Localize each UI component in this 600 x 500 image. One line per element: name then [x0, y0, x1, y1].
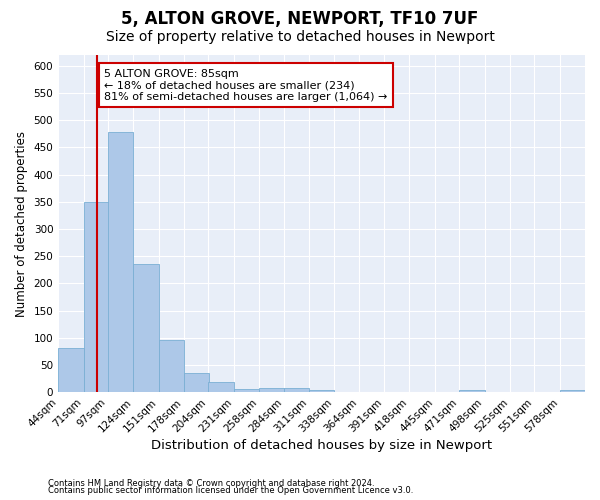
Bar: [208, 382, 234, 392]
Bar: [309, 390, 334, 392]
Y-axis label: Number of detached properties: Number of detached properties: [15, 130, 28, 316]
Text: Contains public sector information licensed under the Open Government Licence v3: Contains public sector information licen…: [48, 486, 413, 495]
Bar: [133, 264, 158, 392]
X-axis label: Distribution of detached houses by size in Newport: Distribution of detached houses by size …: [151, 440, 492, 452]
Bar: [284, 388, 309, 392]
Bar: [259, 388, 284, 392]
Bar: [234, 389, 259, 392]
Bar: [58, 348, 83, 392]
Bar: [560, 390, 585, 392]
Bar: [108, 132, 133, 392]
Bar: [83, 202, 109, 392]
Text: Size of property relative to detached houses in Newport: Size of property relative to detached ho…: [106, 30, 494, 44]
Text: 5, ALTON GROVE, NEWPORT, TF10 7UF: 5, ALTON GROVE, NEWPORT, TF10 7UF: [121, 10, 479, 28]
Text: Contains HM Land Registry data © Crown copyright and database right 2024.: Contains HM Land Registry data © Crown c…: [48, 478, 374, 488]
Text: 5 ALTON GROVE: 85sqm
← 18% of detached houses are smaller (234)
81% of semi-deta: 5 ALTON GROVE: 85sqm ← 18% of detached h…: [104, 68, 388, 102]
Bar: [184, 373, 209, 392]
Bar: [459, 390, 485, 392]
Bar: [158, 340, 184, 392]
